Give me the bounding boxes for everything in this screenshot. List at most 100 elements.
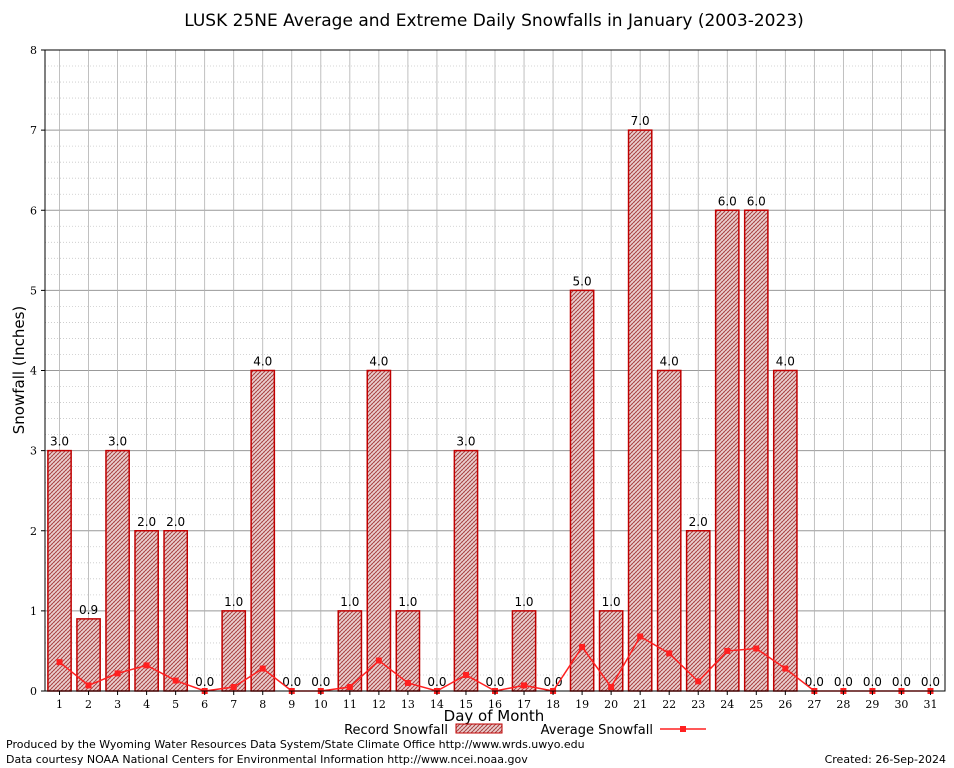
record-bar xyxy=(772,369,798,692)
bar-value-label: 2.0 xyxy=(689,515,708,529)
bar-value-label: 4.0 xyxy=(253,355,272,369)
y-axis-label: Snowfall (Inches) xyxy=(10,306,28,434)
legend-record-label: Record Snowfall xyxy=(344,723,448,738)
record-bar xyxy=(221,610,247,692)
x-tick-label: 11 xyxy=(343,698,357,711)
bar-value-label: 2.0 xyxy=(166,515,185,529)
record-bar xyxy=(163,530,189,692)
average-point xyxy=(608,683,615,690)
average-point xyxy=(230,683,237,690)
record-bar xyxy=(105,449,130,692)
bar-value-label: 4.0 xyxy=(776,355,795,369)
record-bar xyxy=(714,209,740,692)
plot-frame xyxy=(44,49,946,692)
x-tick-label: 6 xyxy=(201,698,208,711)
bar-value-label: 0.0 xyxy=(544,675,563,689)
x-tick-label: 25 xyxy=(749,698,763,711)
x-tick-label: 29 xyxy=(865,698,879,711)
bar-value-label: 0.0 xyxy=(427,675,446,689)
average-point xyxy=(521,682,528,689)
record-bars xyxy=(47,129,798,692)
average-point xyxy=(579,643,586,650)
record-bar xyxy=(453,449,479,692)
bar-value-label: 3.0 xyxy=(456,435,475,449)
x-tick-label: 22 xyxy=(662,698,676,711)
bar-value-label: 1.0 xyxy=(340,595,359,609)
x-tick-label: 2 xyxy=(85,698,92,711)
bar-value-label: 0.0 xyxy=(282,675,301,689)
bar-value-label: 1.0 xyxy=(398,595,417,609)
x-tick-label: 4 xyxy=(143,698,150,711)
average-point xyxy=(143,662,150,669)
bar-value-label: 0.0 xyxy=(892,675,911,689)
x-tick-label: 24 xyxy=(720,698,734,711)
average-point xyxy=(346,683,353,690)
x-axis-label: Day of Month xyxy=(444,707,545,725)
x-tick-label: 16 xyxy=(488,698,502,711)
x-tick-label: 12 xyxy=(372,698,386,711)
legend-average-label: Average Snowfall xyxy=(541,723,653,738)
x-tick-label: 7 xyxy=(230,698,237,711)
bar-value-label: 1.0 xyxy=(602,595,621,609)
y-tick-label: 4 xyxy=(30,365,37,378)
x-tick-label: 15 xyxy=(459,698,473,711)
x-tick-label: 3 xyxy=(114,698,121,711)
y-tick-label: 7 xyxy=(30,124,37,137)
x-tick-label: 23 xyxy=(691,698,705,711)
bar-value-label: 7.0 xyxy=(631,114,650,128)
bar-value-label: 2.0 xyxy=(137,515,156,529)
footer-courtesy: Data courtesy NOAA National Centers for … xyxy=(6,753,528,766)
average-point xyxy=(666,650,673,657)
x-tick-label: 26 xyxy=(778,698,792,711)
bar-value-label: 0.0 xyxy=(485,675,504,689)
y-tick-label: 8 xyxy=(30,44,37,57)
bar-value-label: 5.0 xyxy=(573,274,592,288)
x-tick-label: 9 xyxy=(288,698,295,711)
average-point xyxy=(782,665,789,672)
x-tick-label: 28 xyxy=(836,698,850,711)
x-tick-label: 18 xyxy=(546,698,560,711)
y-tick-label: 0 xyxy=(30,685,37,698)
x-axis-ticks: 1 2 3 4 5 6 7 8 9 10 11 12 13 14 15 16 17 18 19 20 21 22 23 24 2… xyxy=(56,691,937,711)
average-point xyxy=(724,647,731,654)
legend-record-swatch xyxy=(455,723,503,734)
bar-value-label: 3.0 xyxy=(50,435,69,449)
x-tick-label: 21 xyxy=(633,698,647,711)
average-point xyxy=(375,657,382,664)
bar-value-label: 0.0 xyxy=(921,675,940,689)
x-tick-label: 10 xyxy=(314,698,328,711)
y-tick-label: 6 xyxy=(30,204,37,217)
x-tick-label: 5 xyxy=(172,698,179,711)
average-point xyxy=(462,671,469,678)
average-point xyxy=(695,678,702,685)
bar-value-label: 4.0 xyxy=(369,355,388,369)
average-point xyxy=(753,645,760,652)
record-bar xyxy=(569,289,595,692)
average-point xyxy=(114,670,121,677)
average-point xyxy=(172,677,179,684)
average-point xyxy=(259,665,266,672)
chart-title: LUSK 25NE Average and Extreme Daily Snow… xyxy=(184,11,804,31)
x-tick-label: 19 xyxy=(575,698,589,711)
y-tick-label: 3 xyxy=(30,445,37,458)
x-tick-label: 13 xyxy=(401,698,415,711)
bar-value-label: 3.0 xyxy=(108,435,127,449)
bar-value-label: 0.0 xyxy=(834,675,853,689)
footer-produced-by: Produced by the Wyoming Water Resources … xyxy=(6,738,585,751)
footer-created: Created: 26-Sep-2024 xyxy=(824,753,946,766)
bar-value-label: 1.0 xyxy=(514,595,533,609)
record-bar xyxy=(598,610,624,692)
record-bar xyxy=(366,369,392,692)
bar-value-labels: 3.0 0.9 3.0 2.0 2.0 0.0 1.0 4.0 0.0 0.0 1.0 4.0 1.0 0… xyxy=(50,114,940,689)
x-tick-label: 1 xyxy=(56,698,63,711)
bar-value-label: 6.0 xyxy=(718,194,737,208)
bar-value-label: 0.0 xyxy=(863,675,882,689)
bar-value-label: 0.9 xyxy=(79,603,98,617)
y-tick-label: 1 xyxy=(30,605,37,618)
average-point xyxy=(404,679,411,686)
y-axis-ticks: 0 1 2 3 4 5 6 7 8 xyxy=(30,44,45,698)
x-tick-label: 8 xyxy=(259,698,266,711)
bar-value-label: 6.0 xyxy=(747,194,766,208)
x-tick-label: 31 xyxy=(923,698,937,711)
